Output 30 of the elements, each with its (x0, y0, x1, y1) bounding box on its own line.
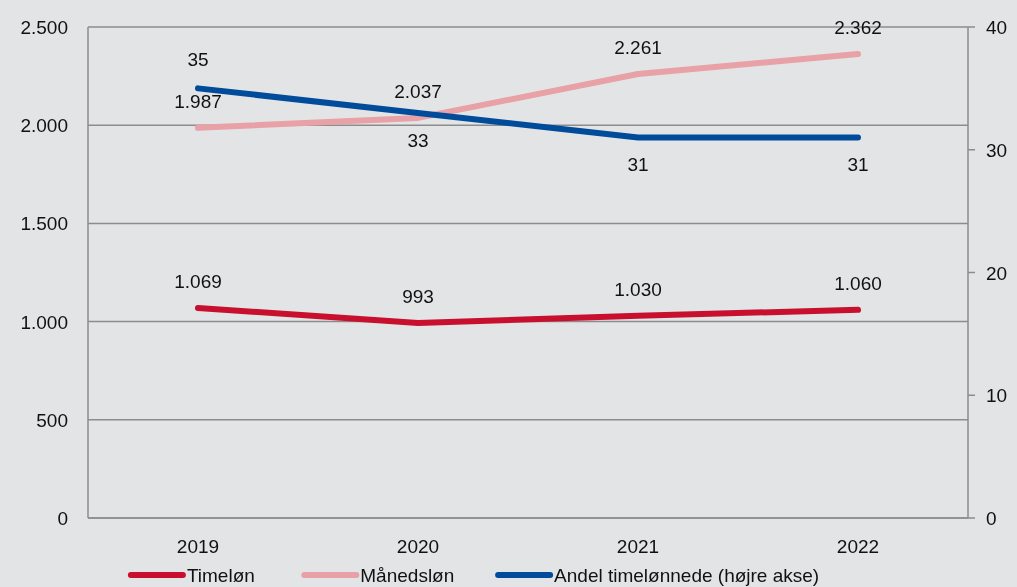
y-tick-label: 1.500 (20, 213, 68, 235)
legend-label: Andel timelønnede (højre akse) (554, 565, 820, 586)
y-tick-label: 2.500 (20, 17, 68, 38)
x-tick-label: 2020 (396, 536, 440, 557)
y-tick-label: 2.000 (20, 115, 68, 137)
x-tick-label: 2022 (836, 536, 880, 557)
y-tick-label: 0 (57, 508, 68, 529)
data-label: 1.030 (614, 278, 662, 300)
data-label: 2.261 (614, 36, 662, 58)
x-tick-label: 2019 (176, 536, 220, 557)
y2-tick-label: 40 (986, 17, 1008, 38)
data-label: 1.060 (834, 272, 882, 294)
data-label: 31 (627, 154, 649, 176)
legend-label: Månedsløn (360, 565, 455, 586)
data-label: 1.987 (174, 90, 222, 112)
y-tick-label: 500 (36, 409, 68, 431)
data-label: 33 (407, 129, 429, 151)
data-label: 1.069 (174, 271, 222, 293)
y2-tick-label: 0 (986, 508, 997, 529)
y2-tick-label: 10 (986, 385, 1008, 407)
y2-tick-label: 20 (986, 262, 1008, 284)
x-tick-label: 2021 (616, 536, 660, 557)
data-label: 2.362 (834, 17, 882, 39)
data-label: 35 (187, 49, 209, 71)
legend-label: Timeløn (186, 565, 255, 586)
y2-tick-label: 30 (986, 139, 1008, 161)
y-tick-label: 1.000 (20, 311, 68, 333)
data-label: 31 (847, 154, 869, 176)
data-label: 993 (402, 285, 434, 307)
data-label: 2.037 (394, 80, 442, 102)
